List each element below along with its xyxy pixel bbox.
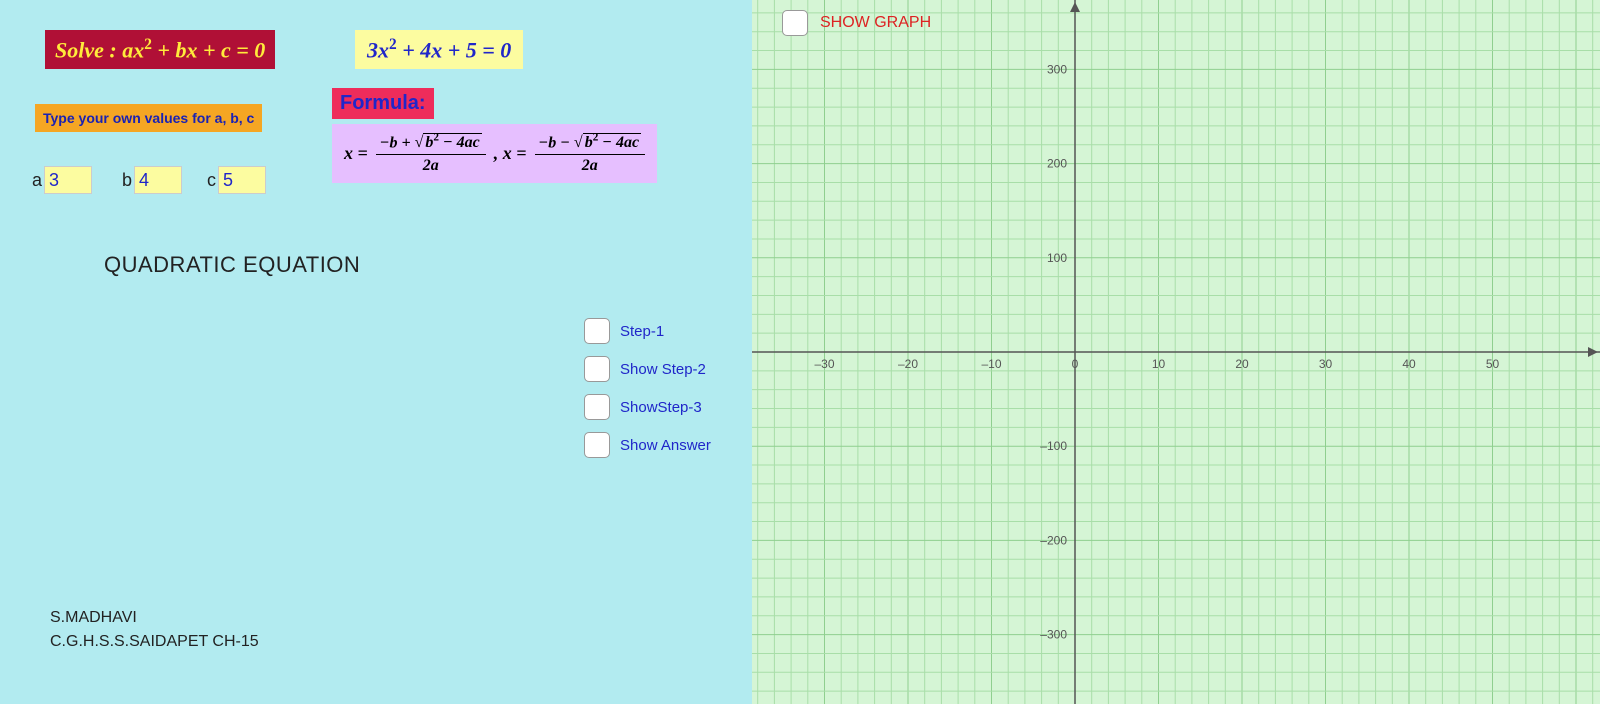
svg-text:30: 30 [1319, 357, 1333, 371]
svg-text:0: 0 [1072, 357, 1079, 371]
show-graph-control: SHOW GRAPH [782, 10, 931, 36]
formula-denominator-1: 2a [423, 155, 439, 175]
coefficient-b-group: b [122, 166, 182, 194]
sqrt-icon [415, 134, 424, 151]
steps-checklist: Step-1 Show Step-2 ShowStep-3 Show Answe… [584, 318, 711, 458]
formula-heading: Formula: [332, 88, 434, 119]
quadratic-formula: x = −b + b2 − 4ac 2a , x = −b − b2 − 4ac… [332, 124, 657, 183]
show-answer-label: Show Answer [620, 437, 711, 454]
coefficient-b-input[interactable] [134, 166, 182, 194]
formula-denominator-2: 2a [582, 155, 598, 175]
discriminant-1: b2 − 4ac [423, 133, 481, 151]
author-credits: S.MADHAVI C.G.H.S.S.SAIDAPET CH-15 [50, 606, 259, 654]
coordinate-grid[interactable]: –30–20–1001020304050–300–200–10010020030… [752, 0, 1600, 704]
step-2-label: Show Step-2 [620, 361, 706, 378]
show-answer-checkbox[interactable] [584, 432, 610, 458]
svg-text:–10: –10 [981, 357, 1001, 371]
coefficient-c-input[interactable] [218, 166, 266, 194]
page-title: QUADRATIC EQUATION [104, 252, 360, 278]
coefficient-a-group: a [32, 166, 92, 194]
svg-text:200: 200 [1047, 157, 1067, 171]
discriminant-2: b2 − 4ac [583, 133, 641, 151]
step-row: Show Step-2 [584, 356, 711, 382]
svg-text:–300: –300 [1040, 628, 1067, 642]
formula-fraction-plus: −b + b2 − 4ac 2a [376, 132, 486, 175]
show-graph-label: SHOW GRAPH [820, 14, 931, 32]
svg-text:–200: –200 [1040, 533, 1067, 547]
formula-lhs-1: x = [344, 143, 368, 164]
left-panel: Solve : ax2 + bx + c = 0 3x2 + 4x + 5 = … [0, 0, 752, 704]
svg-text:–30: –30 [814, 357, 834, 371]
current-equation: 3x2 + 4x + 5 = 0 [355, 30, 523, 69]
step-3-label: ShowStep-3 [620, 399, 702, 416]
coefficient-a-label: a [32, 170, 42, 191]
graph-panel: –30–20–1001020304050–300–200–10010020030… [752, 0, 1600, 704]
svg-text:40: 40 [1402, 357, 1416, 371]
step-row: Show Answer [584, 432, 711, 458]
input-instruction: Type your own values for a, b, c [35, 104, 262, 132]
svg-text:10: 10 [1152, 357, 1166, 371]
step-1-label: Step-1 [620, 323, 664, 340]
step-3-checkbox[interactable] [584, 394, 610, 420]
coefficient-b-label: b [122, 170, 132, 191]
svg-text:300: 300 [1047, 62, 1067, 76]
coefficient-a-input[interactable] [44, 166, 92, 194]
step-row: Step-1 [584, 318, 711, 344]
formula-fraction-minus: −b − b2 − 4ac 2a [535, 132, 646, 175]
step-2-checkbox[interactable] [584, 356, 610, 382]
coefficient-c-label: c [207, 170, 216, 191]
formula-separator: , x = [494, 143, 527, 164]
solve-equation-template: Solve : ax2 + bx + c = 0 [45, 30, 275, 69]
formula-num2-prefix: −b − [539, 134, 574, 151]
formula-num1-prefix: −b + [380, 134, 415, 151]
svg-text:50: 50 [1486, 357, 1500, 371]
svg-text:100: 100 [1047, 251, 1067, 265]
svg-text:–20: –20 [898, 357, 918, 371]
svg-text:–100: –100 [1040, 439, 1067, 453]
show-graph-checkbox[interactable] [782, 10, 808, 36]
step-row: ShowStep-3 [584, 394, 711, 420]
credit-line-2: C.G.H.S.S.SAIDAPET CH-15 [50, 630, 259, 654]
step-1-checkbox[interactable] [584, 318, 610, 344]
sqrt-icon [574, 134, 583, 151]
svg-text:20: 20 [1235, 357, 1249, 371]
credit-line-1: S.MADHAVI [50, 606, 259, 630]
coefficient-c-group: c [207, 166, 266, 194]
